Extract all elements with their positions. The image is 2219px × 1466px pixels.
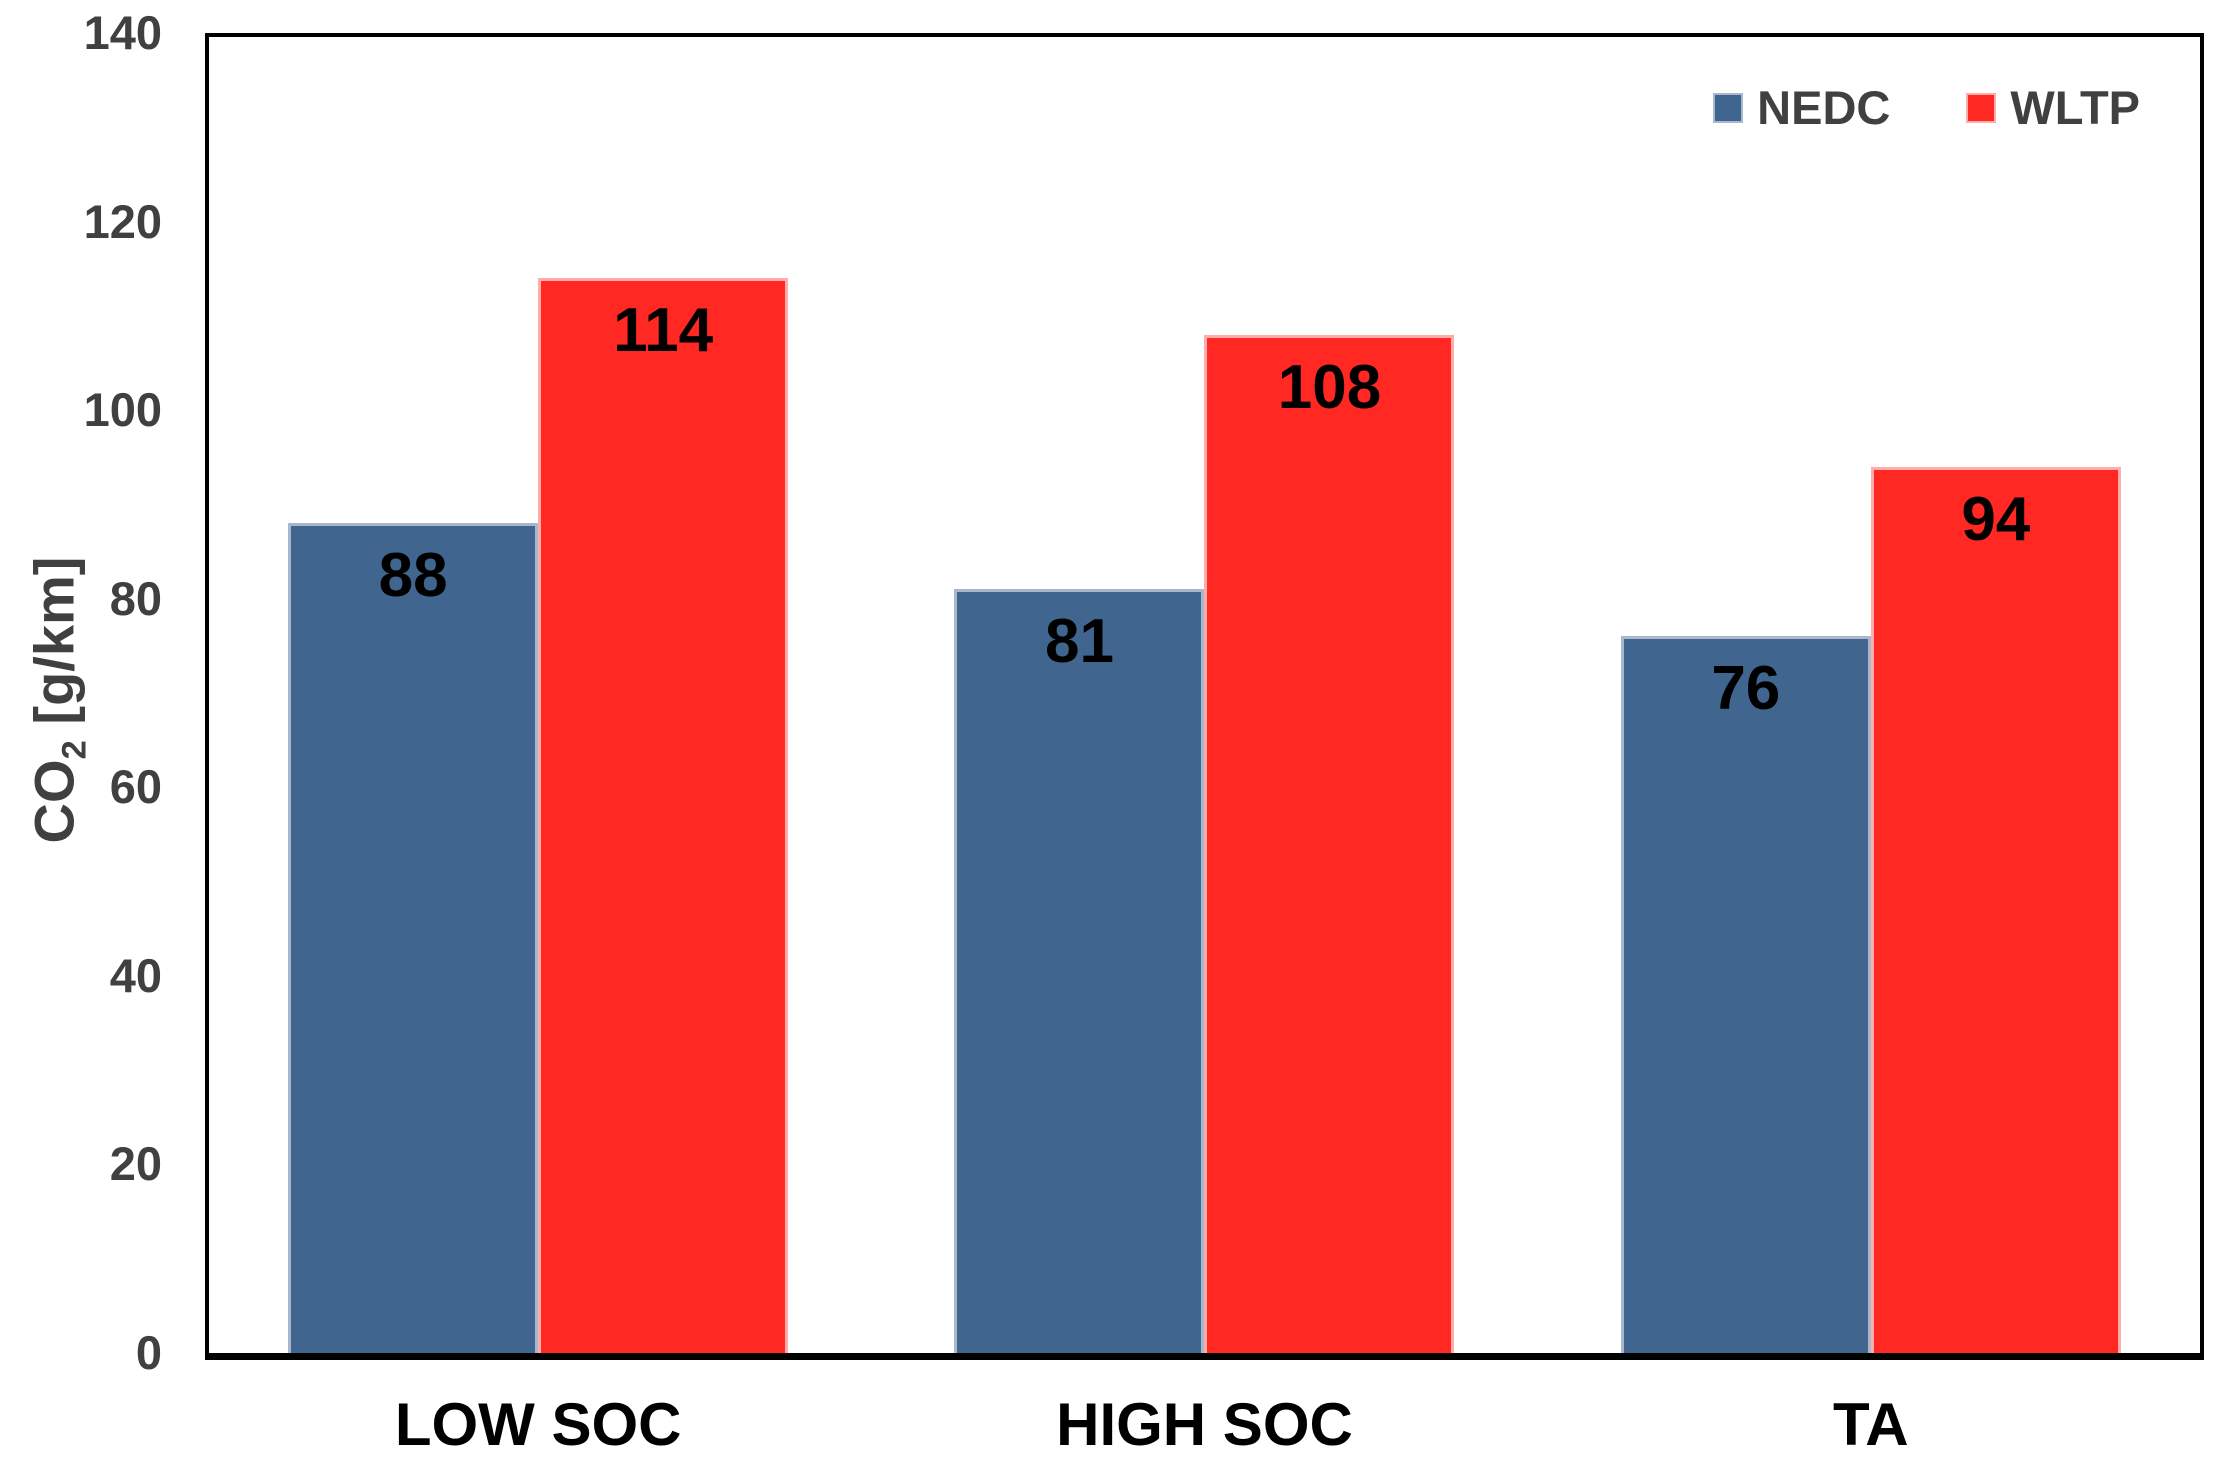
bar-group: 88 114 — [205, 33, 871, 1353]
bar-nedc: 81 — [954, 589, 1205, 1353]
bar-group: 76 94 — [1538, 33, 2204, 1353]
legend-swatch-icon — [1713, 92, 1744, 123]
legend-label: NEDC — [1757, 81, 1891, 134]
y-tick-label: 80 — [109, 571, 162, 625]
x-category-label: LOW SOC — [394, 1391, 682, 1458]
x-axis-category-labels: LOW SOC HIGH SOC TA — [205, 1390, 2204, 1460]
y-tick-label: 60 — [109, 760, 162, 814]
bar-value-label: 76 — [1711, 654, 1781, 723]
y-axis-title-subscript: 2 — [55, 740, 94, 760]
x-category-label: HIGH SOC — [1056, 1391, 1353, 1458]
bar-wltp: 108 — [1204, 335, 1455, 1353]
bar-value-label: 108 — [1277, 353, 1382, 422]
bar-value-label: 81 — [1045, 607, 1114, 676]
x-category-label: TA — [1833, 1391, 1909, 1458]
bar-nedc: 76 — [1620, 636, 1871, 1353]
bar-wltp: 94 — [1870, 467, 2121, 1353]
legend-swatch-icon — [1966, 92, 1997, 123]
y-tick-label: 20 — [109, 1137, 162, 1191]
bar-value-label: 88 — [378, 541, 448, 610]
legend-item-wltp: WLTP — [1966, 84, 2140, 131]
y-tick-label: 120 — [83, 194, 162, 248]
legend-item-nedc: NEDC — [1713, 84, 1890, 131]
bar-nedc: 88 — [288, 523, 539, 1353]
bars-layer: 88 114 81 108 76 94 — [205, 33, 2204, 1353]
bar-value-label: 114 — [613, 296, 714, 365]
y-tick-label: 0 — [135, 1326, 162, 1379]
y-tick-label: 40 — [109, 948, 162, 1002]
y-tick-label: 140 — [83, 6, 162, 59]
bar-group: 81 108 — [871, 33, 1537, 1353]
y-tick-label: 100 — [83, 383, 162, 437]
bar-wltp: 114 — [538, 278, 789, 1353]
legend-label: WLTP — [2010, 81, 2140, 134]
bar-value-label: 94 — [1961, 485, 2031, 554]
legend: NEDC WLTP — [1713, 84, 2140, 131]
